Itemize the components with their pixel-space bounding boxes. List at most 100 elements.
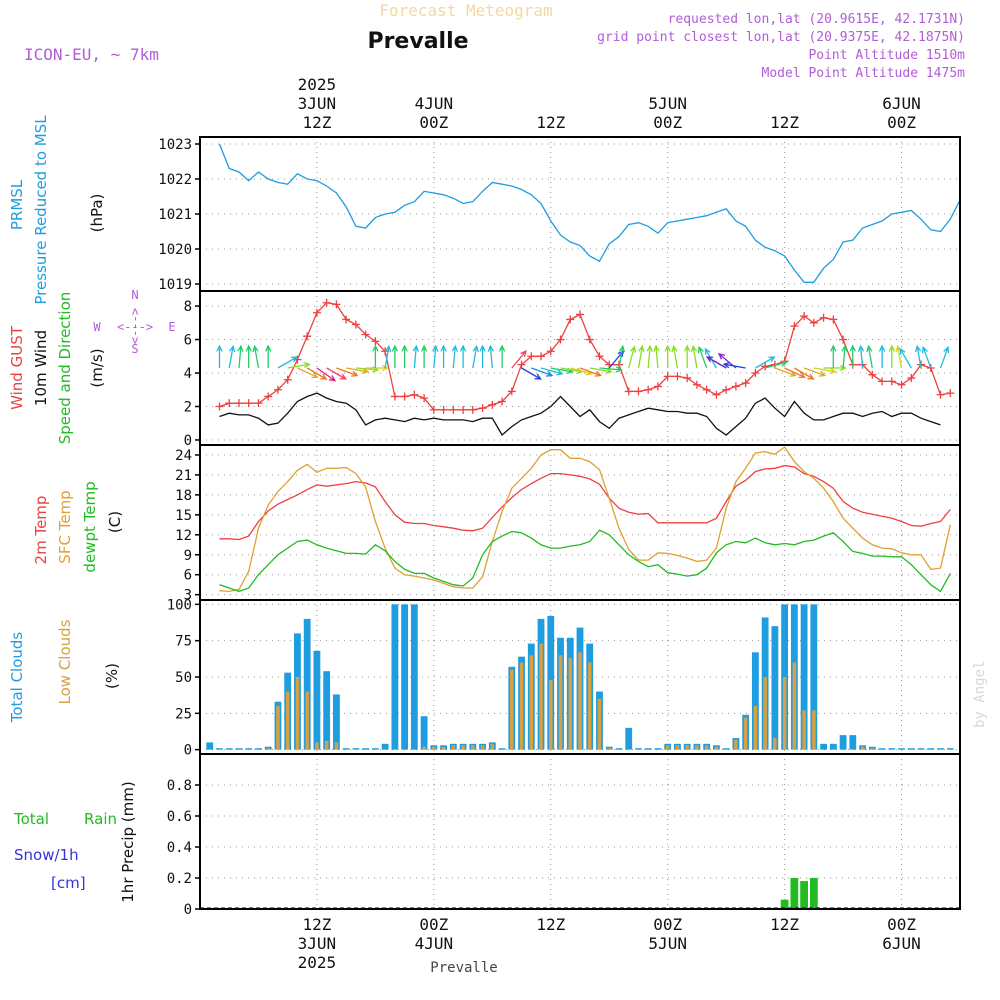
wind-arrow bbox=[921, 345, 932, 369]
top-time-label: 00Z bbox=[419, 113, 448, 132]
wind-arrow bbox=[372, 344, 379, 368]
wind-arrow bbox=[265, 344, 272, 368]
wind-arrow bbox=[287, 361, 311, 369]
gust-marker bbox=[887, 377, 896, 386]
low-cloud-bar bbox=[704, 745, 709, 750]
wind-arrow bbox=[841, 344, 848, 369]
gust-marker bbox=[585, 335, 594, 344]
total-cloud-bar bbox=[235, 748, 243, 750]
wind-arrow bbox=[589, 367, 613, 375]
gust-marker bbox=[936, 390, 945, 399]
compass-letter: W bbox=[93, 320, 101, 334]
total-cloud-bar bbox=[313, 650, 321, 750]
wind-arrow bbox=[618, 344, 626, 369]
total-cloud-bar bbox=[352, 748, 360, 750]
total-cloud-bar bbox=[615, 748, 623, 750]
low-cloud-bar bbox=[685, 745, 689, 750]
gust-marker bbox=[488, 400, 497, 409]
wind-arrow bbox=[803, 367, 827, 377]
gust-marker bbox=[273, 385, 282, 394]
series-line-dewpt-temp bbox=[219, 529, 951, 593]
wind-arrow bbox=[228, 344, 236, 369]
footer-location: Prevalle bbox=[430, 960, 497, 976]
total-cloud-bar bbox=[810, 604, 818, 750]
low-cloud-bar bbox=[753, 706, 758, 750]
wind-arrow bbox=[306, 367, 328, 380]
y-tick-label: 8 bbox=[184, 299, 192, 315]
bottom-time-label: 5JUN bbox=[648, 934, 687, 953]
gust-marker bbox=[702, 385, 711, 394]
top-time-label: 00Z bbox=[887, 113, 916, 132]
wind-arrow bbox=[316, 367, 337, 382]
gust-marker bbox=[751, 369, 760, 378]
low-cloud-bar bbox=[578, 652, 582, 750]
gust-marker bbox=[556, 335, 565, 344]
watermark: by Angel bbox=[972, 661, 988, 728]
wind-arrow bbox=[939, 345, 950, 369]
gust-marker bbox=[342, 315, 351, 324]
wind-arrow bbox=[487, 344, 495, 369]
panel-pressure: 1019 1020 1021 1022 1023 bbox=[158, 136, 961, 293]
low-cloud-bar bbox=[568, 658, 573, 750]
low-cloud-bar bbox=[860, 746, 865, 750]
y-tick-label: 0 bbox=[184, 902, 192, 918]
low-cloud-bar bbox=[315, 742, 319, 750]
wind-arrow bbox=[472, 344, 479, 369]
y-tick-label: 0 bbox=[184, 743, 192, 759]
low-cloud-bar bbox=[451, 745, 456, 750]
wind-arrow bbox=[888, 344, 895, 368]
gust-marker bbox=[634, 387, 643, 396]
gust-marker bbox=[361, 330, 370, 339]
wind-arrow bbox=[878, 344, 886, 368]
total-cloud-bar bbox=[820, 743, 827, 750]
gust-marker bbox=[303, 332, 312, 341]
y-tick-label: 12 bbox=[175, 528, 192, 544]
wind-arrow bbox=[277, 356, 299, 369]
wind-arrow bbox=[755, 356, 776, 369]
total-cloud-bar bbox=[898, 748, 905, 750]
total-cloud-bar bbox=[391, 604, 399, 750]
low-cloud-bar bbox=[295, 677, 300, 750]
low-cloud-bar bbox=[714, 746, 719, 750]
y-tick-label: 0 bbox=[184, 433, 192, 449]
low-cloud-bar bbox=[324, 740, 329, 750]
low-cloud-bar bbox=[597, 698, 602, 750]
bottom-time-label: 12Z bbox=[536, 915, 565, 934]
y-tick-label: 0.8 bbox=[167, 778, 192, 794]
label-sfc-temp: SFC Temp bbox=[56, 490, 74, 563]
wind-arrow bbox=[420, 344, 428, 368]
low-cloud-bar bbox=[675, 745, 680, 750]
total-cloud-bar bbox=[927, 748, 935, 750]
gust-marker bbox=[946, 389, 955, 398]
total-cloud-bar bbox=[888, 748, 896, 750]
label-1hr-precip: 1hr Precip (mm) bbox=[119, 781, 137, 902]
wind-arrow bbox=[849, 344, 856, 368]
gust-marker bbox=[741, 379, 750, 388]
total-cloud-bar bbox=[625, 727, 633, 750]
bottom-time-label: 00Z bbox=[887, 915, 916, 934]
total-cloud-bar bbox=[635, 748, 642, 750]
total-cloud-bar bbox=[333, 694, 340, 750]
wind-arrow bbox=[440, 344, 447, 368]
gust-marker bbox=[215, 402, 224, 411]
gust-marker bbox=[244, 399, 253, 408]
gust-marker bbox=[527, 352, 536, 361]
panel-precip: 0 0.2 0.4 0.6 0.8 bbox=[167, 753, 961, 918]
total-cloud-bar bbox=[849, 735, 857, 750]
series-line-10m-wind bbox=[219, 392, 941, 437]
label-2m-temp: 2m Temp bbox=[32, 496, 50, 565]
wind-arrow bbox=[599, 366, 623, 373]
gust-marker bbox=[254, 399, 263, 408]
wind-arrow bbox=[432, 344, 439, 369]
low-cloud-bar bbox=[334, 742, 339, 750]
gust-marker bbox=[225, 399, 234, 408]
low-cloud-bar bbox=[870, 748, 875, 750]
wind-arrow bbox=[531, 367, 554, 377]
total-cloud-bar bbox=[937, 748, 944, 750]
total-cloud-bar bbox=[245, 748, 253, 750]
gust-marker bbox=[663, 372, 672, 381]
gust-marker bbox=[761, 362, 770, 371]
low-cloud-bar bbox=[285, 691, 290, 750]
bottom-time-label: 00Z bbox=[419, 915, 448, 934]
